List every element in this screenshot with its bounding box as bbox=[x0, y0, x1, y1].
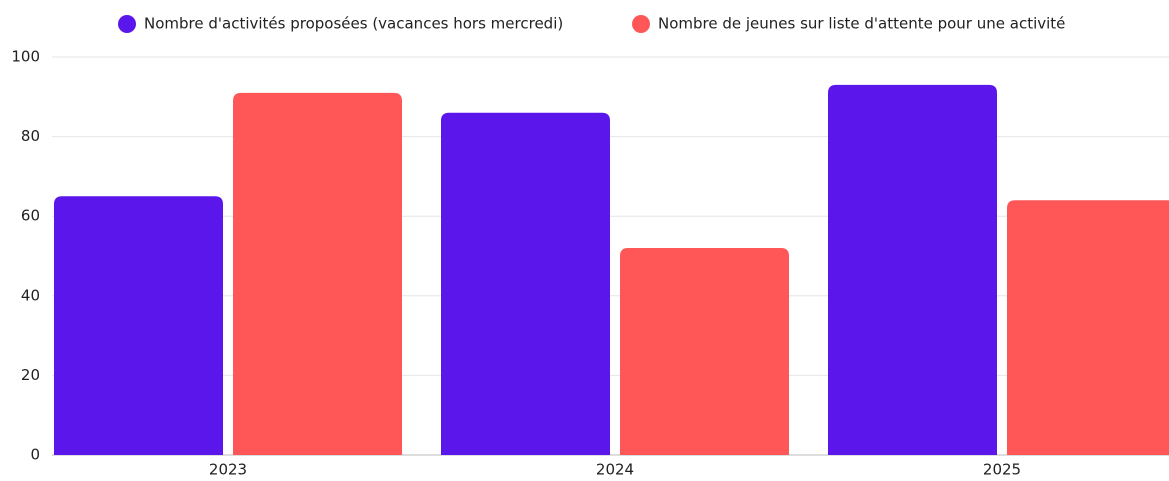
legend-swatch bbox=[632, 15, 650, 33]
bar bbox=[54, 196, 223, 456]
y-tick-label: 0 bbox=[30, 446, 40, 464]
bar bbox=[620, 248, 789, 455]
y-tick-label: 80 bbox=[21, 127, 40, 145]
legend-label: Nombre d'activités proposées (vacances h… bbox=[144, 15, 563, 33]
x-tick-label: 2025 bbox=[983, 461, 1021, 479]
legend-label: Nombre de jeunes sur liste d'attente pou… bbox=[658, 15, 1065, 33]
bar bbox=[1007, 200, 1169, 455]
legend-swatch bbox=[118, 15, 136, 33]
x-tick-label: 2023 bbox=[209, 461, 247, 479]
y-tick-label: 20 bbox=[21, 366, 40, 384]
y-tick-label: 40 bbox=[21, 286, 40, 304]
y-tick-label: 60 bbox=[21, 207, 40, 225]
y-tick-label: 100 bbox=[11, 48, 40, 66]
bar bbox=[441, 112, 610, 455]
bar bbox=[233, 92, 402, 455]
x-tick-label: 2024 bbox=[596, 461, 634, 479]
bar bbox=[828, 84, 997, 456]
